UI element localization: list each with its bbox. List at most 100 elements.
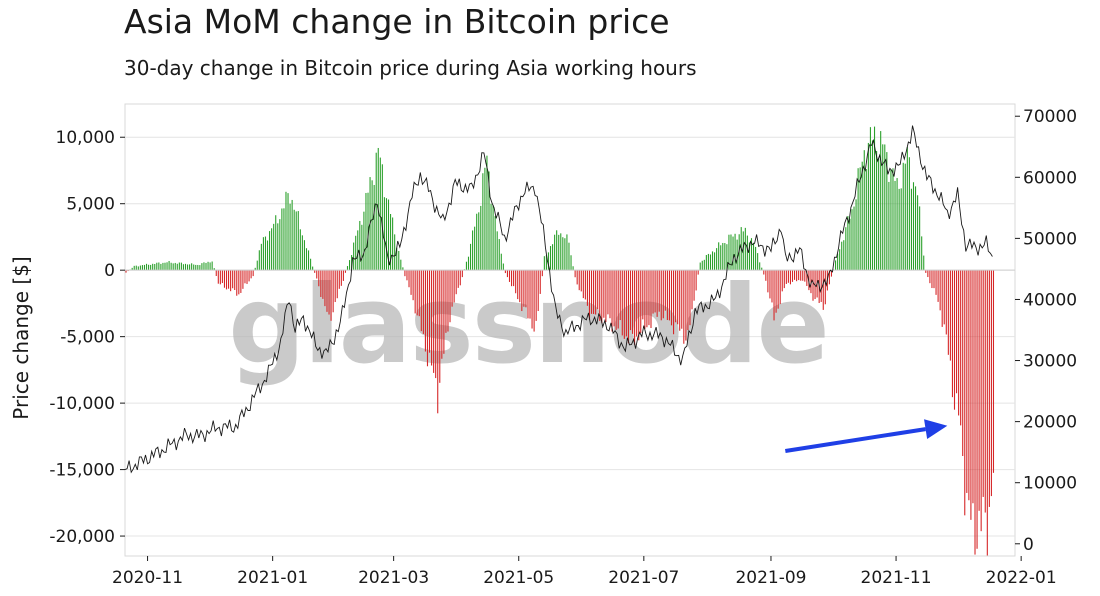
change-bar (541, 270, 543, 277)
change-bar (554, 234, 556, 271)
change-bar (141, 265, 143, 271)
change-bar (361, 224, 363, 271)
change-bar (287, 193, 289, 271)
chart-title: Asia MoM change in Bitcoin price (124, 2, 670, 41)
change-bar (962, 270, 964, 457)
change-bar (355, 235, 357, 271)
change-bar (873, 126, 876, 271)
change-bar (939, 270, 941, 311)
change-bar (597, 270, 599, 310)
change-bar (720, 245, 722, 271)
change-bar (422, 270, 424, 334)
change-bar (898, 188, 900, 271)
change-bar (599, 270, 601, 321)
change-bar (648, 270, 650, 326)
change-bar (184, 263, 187, 271)
change-bar (951, 270, 953, 398)
change-bar (162, 262, 164, 271)
change-bar (375, 152, 377, 271)
change-bar (974, 270, 976, 555)
change-bar (465, 261, 467, 271)
y2-tick-label: 30000 (1023, 352, 1077, 372)
change-bar (900, 188, 902, 271)
change-bar (656, 270, 658, 317)
change-bar (191, 263, 193, 271)
change-bar (880, 131, 882, 271)
change-bar (623, 270, 625, 339)
change-bar (617, 270, 619, 329)
change-bar (810, 270, 812, 294)
change-bar (349, 260, 351, 271)
change-bar (865, 169, 867, 271)
change-bar (894, 180, 896, 271)
change-bar (404, 270, 406, 277)
change-bar (890, 169, 892, 271)
change-bar (945, 270, 947, 335)
change-bar (158, 262, 160, 271)
change-bar (923, 255, 925, 271)
change-bar (572, 266, 574, 271)
change-bar (428, 270, 431, 353)
change-bar (387, 199, 390, 271)
change-bar (131, 267, 133, 271)
change-bar (373, 184, 375, 271)
change-bar (564, 238, 566, 271)
change-bar (359, 220, 361, 271)
change-bar (787, 270, 789, 283)
change-bar (820, 270, 822, 302)
change-bar (851, 209, 853, 271)
change-bar (529, 270, 531, 319)
change-bar (761, 267, 763, 271)
change-bar (254, 267, 256, 271)
change-bar (154, 263, 156, 271)
x-tick-label: 2021-07 (608, 568, 679, 588)
change-bar (225, 270, 228, 290)
change-bar (193, 264, 195, 271)
change-bar (521, 270, 523, 312)
change-bar (197, 264, 199, 271)
change-bar (703, 259, 705, 271)
change-bar (517, 270, 519, 300)
change-bar (336, 270, 338, 299)
change-bar (133, 265, 135, 271)
change-bar (299, 229, 301, 271)
change-bar (802, 270, 804, 281)
change-bar (330, 270, 332, 321)
change-bar (230, 270, 232, 292)
change-bar (798, 270, 800, 281)
y-tick-label: -15,000 (49, 461, 115, 481)
change-bar (742, 231, 744, 271)
change-bar (588, 270, 591, 320)
change-bar (855, 199, 857, 271)
change-bar (966, 270, 968, 493)
change-bar (609, 270, 611, 319)
change-bar (484, 167, 486, 271)
change-bar (650, 270, 652, 328)
change-bar (490, 203, 492, 271)
change-bar (474, 226, 476, 271)
change-bar (318, 270, 320, 287)
change-bar (431, 270, 433, 366)
change-bar (494, 216, 496, 271)
change-bar (956, 270, 958, 394)
change-bar (625, 270, 627, 337)
change-bar (744, 227, 746, 271)
change-bar (699, 262, 701, 271)
change-bar (769, 270, 771, 299)
plot-frame (124, 103, 1016, 557)
change-bar (847, 216, 849, 271)
change-bar (513, 270, 515, 287)
change-bar (675, 270, 677, 323)
change-bar (552, 244, 554, 271)
change-bar (937, 270, 939, 302)
annotation-arrow-head (924, 419, 948, 439)
change-bar (234, 270, 236, 290)
change-bar (845, 227, 847, 271)
change-bar (508, 270, 511, 282)
change-bar (603, 270, 605, 318)
change-bar (990, 270, 992, 497)
change-bar (353, 242, 355, 271)
change-bar (726, 244, 728, 271)
change-bar (506, 270, 508, 278)
change-bar (203, 262, 205, 271)
